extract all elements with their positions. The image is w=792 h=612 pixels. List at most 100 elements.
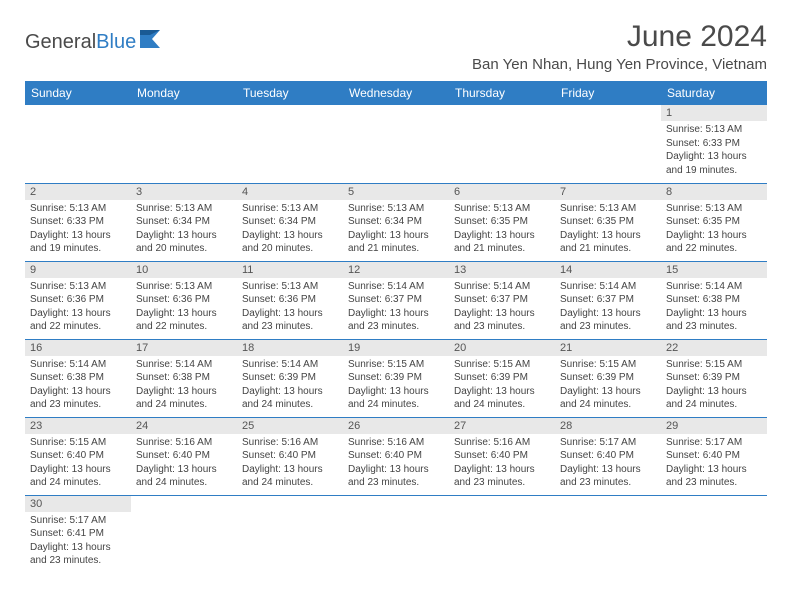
day-info: Sunrise: 5:13 AMSunset: 6:33 PMDaylight:… <box>25 200 131 258</box>
day-number: 8 <box>661 184 767 200</box>
sunrise-line: Sunrise: 5:13 AM <box>242 280 338 294</box>
logo-flag-icon <box>140 30 168 54</box>
day-number: 27 <box>449 418 555 434</box>
calendar-cell: 25Sunrise: 5:16 AMSunset: 6:40 PMDayligh… <box>237 417 343 495</box>
sunset-line: Sunset: 6:36 PM <box>242 293 338 307</box>
day-info: Sunrise: 5:13 AMSunset: 6:33 PMDaylight:… <box>661 121 767 179</box>
calendar-cell: 18Sunrise: 5:14 AMSunset: 6:39 PMDayligh… <box>237 339 343 417</box>
calendar-cell <box>449 495 555 573</box>
calendar-row: 30Sunrise: 5:17 AMSunset: 6:41 PMDayligh… <box>25 495 767 573</box>
daylight-line: Daylight: 13 hours and 24 minutes. <box>136 463 232 490</box>
day-info: Sunrise: 5:15 AMSunset: 6:39 PMDaylight:… <box>449 356 555 414</box>
calendar-row: 9Sunrise: 5:13 AMSunset: 6:36 PMDaylight… <box>25 261 767 339</box>
day-info: Sunrise: 5:13 AMSunset: 6:35 PMDaylight:… <box>661 200 767 258</box>
sunrise-line: Sunrise: 5:14 AM <box>242 358 338 372</box>
weekday-header-row: Sunday Monday Tuesday Wednesday Thursday… <box>25 81 767 105</box>
daylight-line: Daylight: 13 hours and 19 minutes. <box>30 229 126 256</box>
daylight-line: Daylight: 13 hours and 24 minutes. <box>242 385 338 412</box>
sunset-line: Sunset: 6:38 PM <box>30 371 126 385</box>
sunset-line: Sunset: 6:40 PM <box>454 449 550 463</box>
day-info: Sunrise: 5:13 AMSunset: 6:35 PMDaylight:… <box>449 200 555 258</box>
calendar-page: GeneralBlue June 2024 Ban Yen Nhan, Hung… <box>0 0 792 573</box>
sunrise-line: Sunrise: 5:15 AM <box>560 358 656 372</box>
sunset-line: Sunset: 6:41 PM <box>30 527 126 541</box>
weekday-header: Monday <box>131 81 237 105</box>
daylight-line: Daylight: 13 hours and 24 minutes. <box>454 385 550 412</box>
sunrise-line: Sunrise: 5:17 AM <box>666 436 762 450</box>
calendar-row: 1Sunrise: 5:13 AMSunset: 6:33 PMDaylight… <box>25 105 767 183</box>
sunset-line: Sunset: 6:37 PM <box>560 293 656 307</box>
sunset-line: Sunset: 6:37 PM <box>348 293 444 307</box>
sunrise-line: Sunrise: 5:13 AM <box>348 202 444 216</box>
sunrise-line: Sunrise: 5:15 AM <box>454 358 550 372</box>
day-info: Sunrise: 5:15 AMSunset: 6:39 PMDaylight:… <box>343 356 449 414</box>
location-subtitle: Ban Yen Nhan, Hung Yen Province, Vietnam <box>472 56 767 73</box>
daylight-line: Daylight: 13 hours and 23 minutes. <box>242 307 338 334</box>
day-number: 25 <box>237 418 343 434</box>
day-number: 30 <box>25 496 131 512</box>
sunset-line: Sunset: 6:40 PM <box>136 449 232 463</box>
sunrise-line: Sunrise: 5:15 AM <box>30 436 126 450</box>
daylight-line: Daylight: 13 hours and 24 minutes. <box>348 385 444 412</box>
sunset-line: Sunset: 6:34 PM <box>136 215 232 229</box>
sunrise-line: Sunrise: 5:13 AM <box>30 280 126 294</box>
calendar-cell: 27Sunrise: 5:16 AMSunset: 6:40 PMDayligh… <box>449 417 555 495</box>
sunset-line: Sunset: 6:36 PM <box>30 293 126 307</box>
calendar-cell: 23Sunrise: 5:15 AMSunset: 6:40 PMDayligh… <box>25 417 131 495</box>
sunset-line: Sunset: 6:40 PM <box>666 449 762 463</box>
sunrise-line: Sunrise: 5:17 AM <box>560 436 656 450</box>
sunset-line: Sunset: 6:33 PM <box>30 215 126 229</box>
day-number: 21 <box>555 340 661 356</box>
sunset-line: Sunset: 6:40 PM <box>242 449 338 463</box>
calendar-row: 16Sunrise: 5:14 AMSunset: 6:38 PMDayligh… <box>25 339 767 417</box>
day-info: Sunrise: 5:13 AMSunset: 6:36 PMDaylight:… <box>237 278 343 336</box>
day-number: 20 <box>449 340 555 356</box>
day-info: Sunrise: 5:16 AMSunset: 6:40 PMDaylight:… <box>343 434 449 492</box>
sunset-line: Sunset: 6:40 PM <box>30 449 126 463</box>
sunset-line: Sunset: 6:39 PM <box>454 371 550 385</box>
sunset-line: Sunset: 6:38 PM <box>666 293 762 307</box>
day-info: Sunrise: 5:13 AMSunset: 6:36 PMDaylight:… <box>25 278 131 336</box>
day-info: Sunrise: 5:13 AMSunset: 6:34 PMDaylight:… <box>237 200 343 258</box>
daylight-line: Daylight: 13 hours and 23 minutes. <box>666 307 762 334</box>
day-number: 17 <box>131 340 237 356</box>
calendar-cell: 30Sunrise: 5:17 AMSunset: 6:41 PMDayligh… <box>25 495 131 573</box>
day-number: 22 <box>661 340 767 356</box>
day-number: 23 <box>25 418 131 434</box>
weekday-header: Tuesday <box>237 81 343 105</box>
sunset-line: Sunset: 6:39 PM <box>242 371 338 385</box>
sunset-line: Sunset: 6:35 PM <box>560 215 656 229</box>
day-number: 7 <box>555 184 661 200</box>
daylight-line: Daylight: 13 hours and 23 minutes. <box>560 307 656 334</box>
day-info: Sunrise: 5:16 AMSunset: 6:40 PMDaylight:… <box>237 434 343 492</box>
sunrise-line: Sunrise: 5:16 AM <box>348 436 444 450</box>
day-number: 9 <box>25 262 131 278</box>
daylight-line: Daylight: 13 hours and 22 minutes. <box>30 307 126 334</box>
sunrise-line: Sunrise: 5:13 AM <box>136 280 232 294</box>
sunrise-line: Sunrise: 5:17 AM <box>30 514 126 528</box>
sunrise-line: Sunrise: 5:16 AM <box>136 436 232 450</box>
calendar-cell: 3Sunrise: 5:13 AMSunset: 6:34 PMDaylight… <box>131 183 237 261</box>
day-number: 16 <box>25 340 131 356</box>
day-number: 1 <box>661 105 767 121</box>
day-info: Sunrise: 5:15 AMSunset: 6:40 PMDaylight:… <box>25 434 131 492</box>
calendar-cell: 17Sunrise: 5:14 AMSunset: 6:38 PMDayligh… <box>131 339 237 417</box>
daylight-line: Daylight: 13 hours and 23 minutes. <box>666 463 762 490</box>
day-info: Sunrise: 5:14 AMSunset: 6:38 PMDaylight:… <box>131 356 237 414</box>
day-info: Sunrise: 5:16 AMSunset: 6:40 PMDaylight:… <box>131 434 237 492</box>
sunset-line: Sunset: 6:34 PM <box>242 215 338 229</box>
day-info: Sunrise: 5:14 AMSunset: 6:37 PMDaylight:… <box>555 278 661 336</box>
sunset-line: Sunset: 6:35 PM <box>666 215 762 229</box>
daylight-line: Daylight: 13 hours and 23 minutes. <box>30 541 126 568</box>
sunrise-line: Sunrise: 5:13 AM <box>242 202 338 216</box>
calendar-cell: 24Sunrise: 5:16 AMSunset: 6:40 PMDayligh… <box>131 417 237 495</box>
sunrise-line: Sunrise: 5:16 AM <box>242 436 338 450</box>
day-info: Sunrise: 5:17 AMSunset: 6:41 PMDaylight:… <box>25 512 131 570</box>
calendar-cell <box>131 495 237 573</box>
calendar-cell <box>237 105 343 183</box>
title-block: June 2024 Ban Yen Nhan, Hung Yen Provinc… <box>472 20 767 73</box>
daylight-line: Daylight: 13 hours and 23 minutes. <box>454 307 550 334</box>
day-info: Sunrise: 5:14 AMSunset: 6:37 PMDaylight:… <box>449 278 555 336</box>
day-number: 4 <box>237 184 343 200</box>
sunset-line: Sunset: 6:34 PM <box>348 215 444 229</box>
